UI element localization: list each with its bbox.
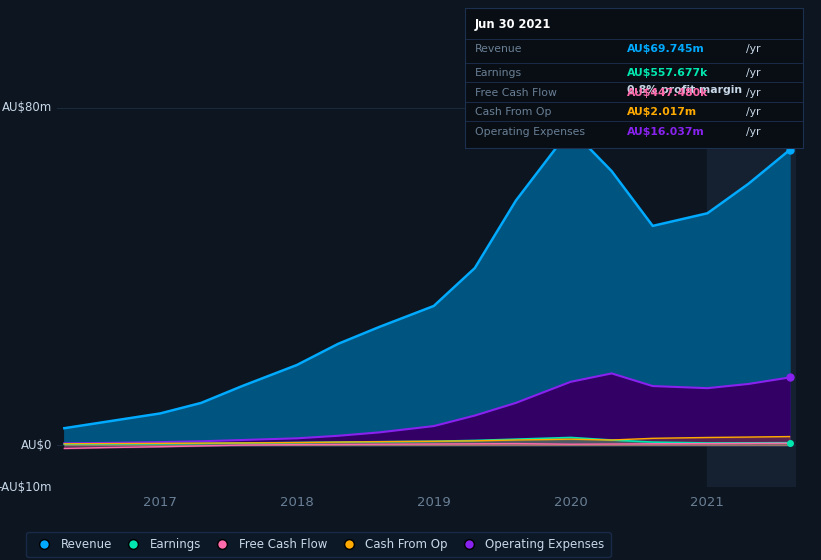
Text: Operating Expenses: Operating Expenses — [475, 127, 585, 137]
Legend: Revenue, Earnings, Free Cash Flow, Cash From Op, Operating Expenses: Revenue, Earnings, Free Cash Flow, Cash … — [26, 532, 611, 557]
Text: /yr: /yr — [745, 127, 760, 137]
Text: Cash From Op: Cash From Op — [475, 108, 552, 118]
Text: /yr: /yr — [745, 44, 760, 54]
Text: AU$16.037m: AU$16.037m — [627, 127, 705, 137]
Text: /yr: /yr — [745, 88, 760, 98]
Text: /yr: /yr — [745, 108, 760, 118]
Text: AU$69.745m: AU$69.745m — [627, 44, 705, 54]
Text: Earnings: Earnings — [475, 68, 522, 78]
Text: Jun 30 2021: Jun 30 2021 — [475, 18, 552, 31]
Text: AU$2.017m: AU$2.017m — [627, 108, 697, 118]
Text: AU$557.677k: AU$557.677k — [627, 68, 709, 78]
Text: AU$447.480k: AU$447.480k — [627, 88, 709, 98]
Text: Free Cash Flow: Free Cash Flow — [475, 88, 557, 98]
Text: Revenue: Revenue — [475, 44, 523, 54]
Text: 0.8% profit margin: 0.8% profit margin — [627, 85, 742, 95]
Text: /yr: /yr — [745, 68, 760, 78]
Bar — [708, 78, 803, 487]
